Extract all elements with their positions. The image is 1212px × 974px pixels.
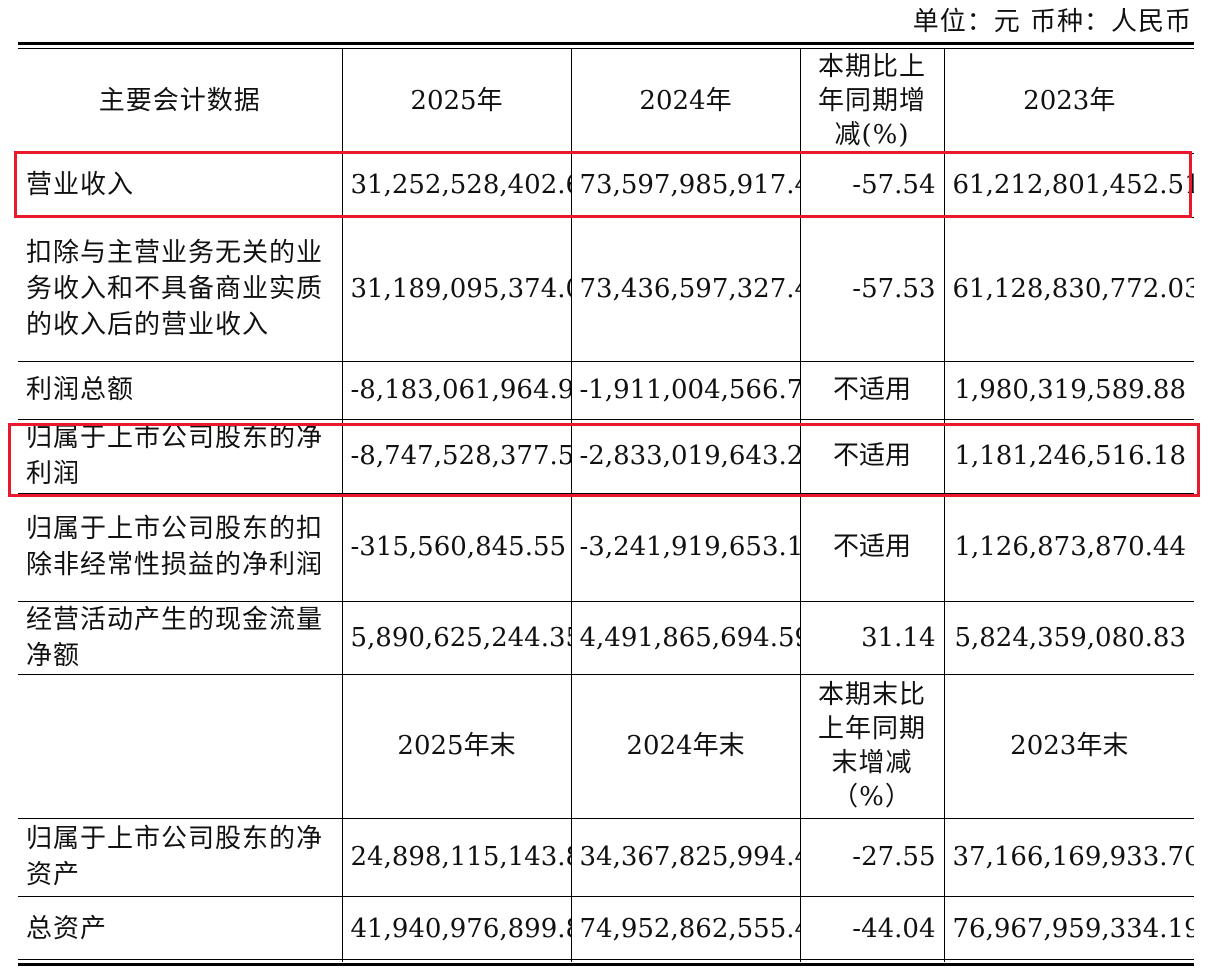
value-change: -57.54 xyxy=(799,152,945,218)
value-2023: 76,967,959,334.19 xyxy=(943,895,1194,962)
value-2025: 5,890,625,244.35 xyxy=(341,600,572,675)
header-yoy-change: 本期比上年同期增减(%) xyxy=(799,49,945,154)
row-label: 利润总额 xyxy=(18,360,343,420)
table-bottom-rule-thick xyxy=(18,963,1194,966)
row-label: 经营活动产生的现金流量净额 xyxy=(18,600,343,675)
value-2023: 5,824,359,080.83 xyxy=(943,600,1194,675)
value-2025: 24,898,115,143.81 xyxy=(341,817,572,897)
value-2023: 37,166,169,933.70 xyxy=(943,817,1194,897)
value-change: 不适用 xyxy=(799,360,945,420)
subheader-blank xyxy=(18,673,343,819)
value-2025: -8,183,061,964.97 xyxy=(341,360,572,420)
value-change: 31.14 xyxy=(799,600,945,675)
value-2023: 61,128,830,772.03 xyxy=(943,216,1194,362)
table-header-row: 主要会计数据 2025年 2024年 本期比上年同期增减(%) 2023年 xyxy=(18,49,1194,154)
value-2024: 4,491,865,694.59 xyxy=(570,600,801,675)
value-change: -44.04 xyxy=(799,895,945,962)
value-2024: -1,911,004,566.73 xyxy=(570,360,801,420)
header-main-data: 主要会计数据 xyxy=(18,49,343,154)
table-top-rule-thin xyxy=(18,48,1194,49)
value-2023: 1,126,873,870.44 xyxy=(943,492,1194,602)
table-row: 归属于上市公司股东的净利润 -8,747,528,377.52 -2,833,0… xyxy=(18,418,1194,494)
value-2023: 1,181,246,516.18 xyxy=(943,418,1194,494)
unit-currency-note: 单位：元 币种：人民币 xyxy=(912,7,1192,37)
table-row: 总资产 41,940,976,899.84 74,952,862,555.41 … xyxy=(18,895,1194,962)
table-row: 扣除与主营业务无关的业务收入和不具备商业实质的收入后的营业收入 31,189,0… xyxy=(18,216,1194,362)
value-2024: 73,597,985,917.43 xyxy=(570,152,801,218)
value-change: 不适用 xyxy=(799,418,945,494)
row-label: 总资产 xyxy=(18,895,343,962)
value-2024: -2,833,019,643.24 xyxy=(570,418,801,494)
table-row: 归属于上市公司股东的扣除非经常性损益的净利润 -315,560,845.55 -… xyxy=(18,492,1194,602)
subheader-yoy-change-end: 本期末比上年同期末增减（%） xyxy=(799,673,945,819)
value-2025: 41,940,976,899.84 xyxy=(341,895,572,962)
value-change: -27.55 xyxy=(799,817,945,897)
subheader-2025-end: 2025年末 xyxy=(341,673,572,819)
row-label: 扣除与主营业务无关的业务收入和不具备商业实质的收入后的营业收入 xyxy=(18,216,343,362)
value-2024: -3,241,919,653.14 xyxy=(570,492,801,602)
value-2025: -8,747,528,377.52 xyxy=(341,418,572,494)
table-row: 归属于上市公司股东的净资产 24,898,115,143.81 34,367,8… xyxy=(18,817,1194,897)
header-2024: 2024年 xyxy=(570,49,801,154)
table-top-rule-thick xyxy=(18,42,1194,45)
value-change: 不适用 xyxy=(799,492,945,602)
value-2025: 31,189,095,374.07 xyxy=(341,216,572,362)
table-bottom-rule-thin xyxy=(18,959,1194,960)
table-row: 经营活动产生的现金流量净额 5,890,625,244.35 4,491,865… xyxy=(18,600,1194,675)
subheader-2023-end: 2023年末 xyxy=(943,673,1194,819)
value-2025: 31,252,528,402.65 xyxy=(341,152,572,218)
value-2024: 73,436,597,327.41 xyxy=(570,216,801,362)
header-2025: 2025年 xyxy=(341,49,572,154)
row-label: 归属于上市公司股东的净资产 xyxy=(18,817,343,897)
key-accounting-data-table: 主要会计数据 2025年 2024年 本期比上年同期增减(%) 2023年 营业… xyxy=(18,49,1194,962)
value-2023: 61,212,801,452.51 xyxy=(943,152,1194,218)
row-label: 归属于上市公司股东的扣除非经常性损益的净利润 xyxy=(18,492,343,602)
header-2023: 2023年 xyxy=(943,49,1194,154)
row-label: 归属于上市公司股东的净利润 xyxy=(18,418,343,494)
table-subheader-row: 2025年末 2024年末 本期末比上年同期末增减（%） 2023年末 xyxy=(18,673,1194,819)
subheader-2024-end: 2024年末 xyxy=(570,673,801,819)
value-2025: -315,560,845.55 xyxy=(341,492,572,602)
value-2024: 34,367,825,994.48 xyxy=(570,817,801,897)
value-2024: 74,952,862,555.41 xyxy=(570,895,801,962)
table-row: 利润总额 -8,183,061,964.97 -1,911,004,566.73… xyxy=(18,360,1194,420)
row-label: 营业收入 xyxy=(18,152,343,218)
table-row: 营业收入 31,252,528,402.65 73,597,985,917.43… xyxy=(18,152,1194,218)
value-change: -57.53 xyxy=(799,216,945,362)
value-2023: 1,980,319,589.88 xyxy=(943,360,1194,420)
